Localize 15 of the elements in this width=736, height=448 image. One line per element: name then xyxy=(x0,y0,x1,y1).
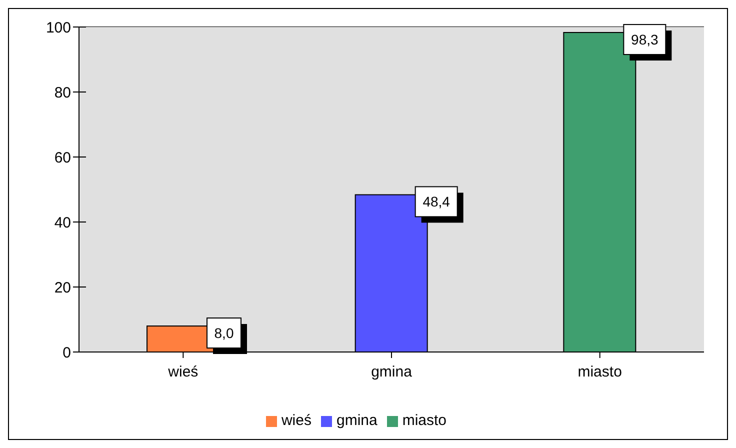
y-tick-label: 60 xyxy=(54,149,71,166)
y-tick-label: 20 xyxy=(54,279,71,296)
legend-label: miasto xyxy=(402,412,447,429)
data-label: 48,4 xyxy=(422,194,450,210)
data-label: 8,0 xyxy=(214,325,234,341)
x-tick-label: wieś xyxy=(167,364,198,381)
data-label: 98,3 xyxy=(631,32,659,48)
legend-label: gmina xyxy=(336,412,378,429)
y-tick-label: 80 xyxy=(54,84,71,102)
y-tick-label: 100 xyxy=(46,19,71,36)
x-tick-label: miasto xyxy=(578,364,622,381)
y-tick-label: 0 xyxy=(62,344,71,362)
legend-label: wieś xyxy=(281,412,312,429)
y-tick-label: 40 xyxy=(54,214,71,232)
x-tick-label: gmina xyxy=(371,364,413,381)
